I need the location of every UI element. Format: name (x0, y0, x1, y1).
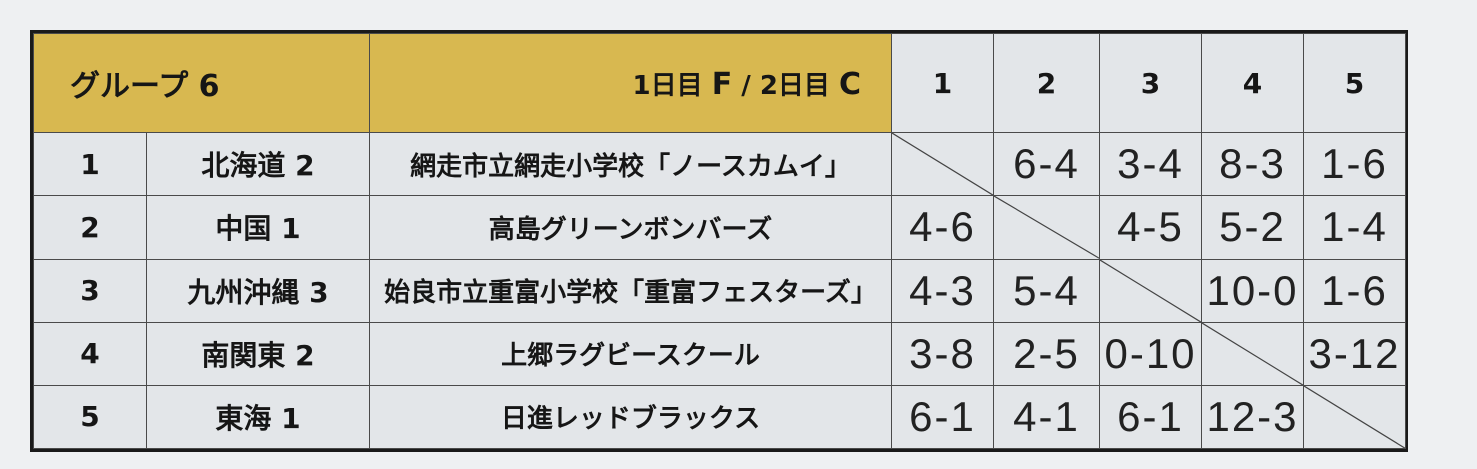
results-table: グループ 6 1日目 F / 2日目 C 1 2 3 4 5 1 北海道 2 網… (33, 32, 1406, 450)
score-cell: 0-10 (1099, 321, 1202, 386)
column-header: 5 (1303, 32, 1406, 134)
team-number: 3 (33, 258, 147, 323)
table-row: 4 南関東 2 上郷ラグビースクール 3-8 2-5 0-10 3-12 (33, 321, 1406, 386)
diagonal-slash (994, 196, 1099, 258)
score-cell: 5-2 (1201, 195, 1304, 260)
score-cell: 2-5 (993, 321, 1100, 386)
diagonal-slash (1202, 323, 1303, 385)
team-number: 5 (33, 384, 147, 450)
group-title: グループ 6 (33, 32, 370, 134)
team-name: 網走市立網走小学校「ノースカムイ」 (369, 132, 892, 197)
score-cell: 4-6 (891, 195, 994, 260)
score-cell: 8-3 (1201, 132, 1304, 197)
diagonal-slash (892, 133, 993, 195)
table-row: 5 東海 1 日進レッドブラックス 6-1 4-1 6-1 12-3 (33, 384, 1406, 450)
score-cell: 3-12 (1303, 321, 1406, 386)
column-header: 1 (891, 32, 994, 134)
group-6-results-board: グループ 6 1日目 F / 2日目 C 1 2 3 4 5 1 北海道 2 網… (30, 30, 1408, 452)
self-match-cell (1303, 384, 1406, 450)
score-cell: 3-8 (891, 321, 994, 386)
separator: / (741, 70, 751, 101)
team-number: 4 (33, 321, 147, 386)
team-number: 2 (33, 195, 147, 260)
score-cell: 1-6 (1303, 258, 1406, 323)
team-name: 上郷ラグビースクール (369, 321, 892, 386)
score-cell: 4-5 (1099, 195, 1202, 260)
column-header: 2 (993, 32, 1100, 134)
region: 北海道 2 (146, 132, 370, 197)
score-cell: 4-3 (891, 258, 994, 323)
self-match-cell (993, 195, 1100, 260)
self-match-cell (1099, 258, 1202, 323)
team-name: 日進レッドブラックス (369, 384, 892, 450)
column-header: 3 (1099, 32, 1202, 134)
self-match-cell (891, 132, 994, 197)
column-header: 4 (1201, 32, 1304, 134)
team-name: 始良市立重富小学校「重富フェスターズ」 (369, 258, 892, 323)
score-cell: 6-1 (891, 384, 994, 450)
day1-court: F (711, 66, 733, 102)
score-cell: 3-4 (1099, 132, 1202, 197)
day1-label: 1日目 (632, 70, 703, 101)
region: 南関東 2 (146, 321, 370, 386)
day2-label: 2日目 (759, 70, 830, 101)
self-match-cell (1201, 321, 1304, 386)
score-cell: 6-4 (993, 132, 1100, 197)
team-number: 1 (33, 132, 147, 197)
score-cell: 10-0 (1201, 258, 1304, 323)
table-row: 1 北海道 2 網走市立網走小学校「ノースカムイ」 6-4 3-4 8-3 1-6 (33, 132, 1406, 197)
score-cell: 4-1 (993, 384, 1100, 450)
diagonal-slash (1304, 386, 1405, 448)
score-cell: 1-6 (1303, 132, 1406, 197)
score-cell: 1-4 (1303, 195, 1406, 260)
region: 中国 1 (146, 195, 370, 260)
day2-court: C (838, 66, 861, 102)
table-row: 3 九州沖縄 3 始良市立重富小学校「重富フェスターズ」 4-3 5-4 10-0 1-… (33, 258, 1406, 323)
header-row: グループ 6 1日目 F / 2日目 C 1 2 3 4 5 (33, 32, 1406, 134)
score-cell: 12-3 (1201, 384, 1304, 450)
region: 東海 1 (146, 384, 370, 450)
court-schedule: 1日目 F / 2日目 C (369, 32, 892, 134)
score-cell: 5-4 (993, 258, 1100, 323)
team-name: 高島グリーンボンバーズ (369, 195, 892, 260)
diagonal-slash (1100, 260, 1201, 322)
region: 九州沖縄 3 (146, 258, 370, 323)
table-row: 2 中国 1 高島グリーンボンバーズ 4-6 4-5 5-2 1-4 (33, 195, 1406, 260)
score-cell: 6-1 (1099, 384, 1202, 450)
